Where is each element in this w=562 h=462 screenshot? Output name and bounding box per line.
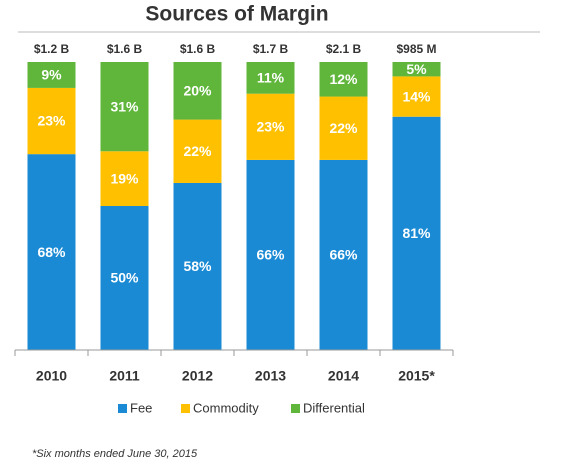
bar-segment — [100, 151, 149, 206]
value-label: 50% — [110, 270, 139, 286]
value-label: 22% — [183, 143, 212, 159]
bar-segment — [100, 62, 149, 152]
bar-segment — [246, 62, 295, 94]
bar-segment — [173, 182, 222, 350]
x-tick-label: 2011 — [109, 368, 140, 384]
legend-label: Commodity — [193, 400, 259, 415]
x-tick-label: 2012 — [182, 368, 213, 384]
value-label: 66% — [256, 247, 285, 263]
bar-total: $2.1 B — [326, 42, 362, 56]
value-label: 66% — [329, 247, 358, 263]
value-label: 20% — [183, 83, 212, 99]
bar-total: $1.6 B — [107, 42, 143, 56]
bar-total: $985 M — [396, 42, 436, 56]
value-label: 23% — [256, 119, 285, 135]
value-label: 5% — [406, 61, 427, 77]
value-label: 14% — [402, 88, 431, 104]
value-label: 22% — [329, 120, 358, 136]
value-label: 19% — [110, 170, 139, 186]
value-label: 12% — [329, 71, 358, 87]
x-tick-label: 2010 — [36, 368, 67, 384]
bar-total: $1.2 B — [34, 42, 70, 56]
bar-segment — [27, 154, 76, 350]
bar-segment — [392, 76, 441, 117]
legend-label: Fee — [130, 400, 152, 415]
legend-swatch — [181, 404, 190, 413]
value-label: 58% — [183, 258, 212, 274]
x-tick-label: 2014 — [328, 368, 359, 384]
bar-segment — [319, 62, 368, 97]
bar-segment — [392, 116, 441, 350]
value-label: 9% — [41, 67, 62, 83]
x-tick-label: 2013 — [255, 368, 286, 384]
value-label: 68% — [37, 244, 66, 260]
chart-title: Sources of Margin — [145, 3, 328, 26]
bar-segment — [319, 96, 368, 160]
bar-segment — [246, 159, 295, 350]
legend-swatch — [118, 404, 127, 413]
value-label: 11% — [257, 70, 285, 86]
bar-segment — [27, 87, 76, 155]
value-label: 23% — [37, 113, 66, 129]
bar-total: $1.7 B — [253, 42, 289, 56]
bar-total: $1.6 B — [180, 42, 216, 56]
bar-segment — [319, 159, 368, 350]
value-label: 31% — [110, 98, 139, 114]
value-label: 81% — [402, 225, 431, 241]
bar-segment — [173, 119, 222, 183]
bar-segment — [27, 62, 76, 88]
legend-swatch — [291, 404, 300, 413]
bar-segment — [392, 62, 441, 77]
bar-segment — [100, 206, 149, 350]
x-tick-label: 2015* — [398, 368, 435, 384]
footnote: *Six months ended June 30, 2015 — [32, 448, 198, 460]
legend-label: Differential — [303, 400, 365, 415]
bar-segment — [173, 62, 222, 120]
bar-segment — [246, 93, 295, 160]
